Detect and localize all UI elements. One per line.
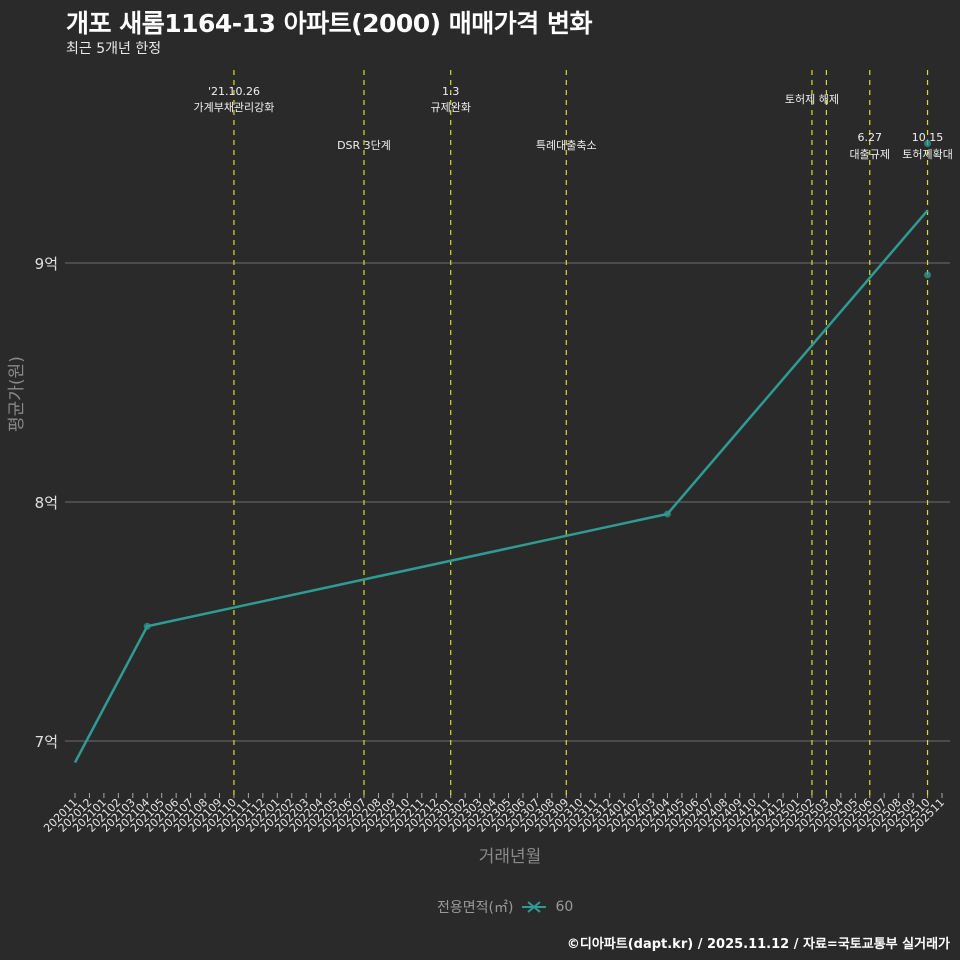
series-line-60 bbox=[73, 209, 929, 764]
event-label: 토허제 해제 bbox=[785, 92, 839, 106]
x-axis-label: 거래년월 bbox=[478, 847, 542, 867]
data-point bbox=[663, 510, 671, 518]
cross-line-icon bbox=[522, 901, 547, 913]
event-label: 대출규제 bbox=[850, 148, 890, 161]
event-date-label: 6.27 bbox=[858, 131, 883, 144]
event-label: 토허제확대 bbox=[902, 148, 953, 161]
event-date-label: '21.10.26 bbox=[208, 85, 260, 98]
event-label: 특례대출축소 bbox=[536, 139, 597, 152]
chart-subtitle: 최근 5개년 한정 bbox=[66, 41, 162, 57]
event-date-label: 1.3 bbox=[442, 85, 460, 98]
event-label: 규제완화 bbox=[430, 101, 470, 114]
y-tick-label: 7억 bbox=[35, 733, 58, 751]
y-tick-label: 9억 bbox=[35, 255, 58, 273]
data-point bbox=[924, 271, 932, 279]
event-label: 가계부채관리강화 bbox=[193, 101, 274, 114]
data-point bbox=[924, 140, 932, 147]
y-axis-label: 평균가(원) bbox=[7, 356, 27, 432]
footer-credit: ©디아파트(dapt.kr) / 2025.11.12 / 자료=국토교통부 실… bbox=[566, 937, 950, 952]
event-date-label: 10.15 bbox=[912, 131, 944, 144]
legend-item-60: 60 bbox=[555, 899, 574, 915]
data-point bbox=[143, 622, 151, 630]
legend: 전용면적(㎡) 60 bbox=[437, 897, 573, 917]
event-label: DSR 3단계 bbox=[337, 139, 391, 152]
y-tick-label: 8억 bbox=[35, 494, 58, 512]
legend-title: 전용면적(㎡) bbox=[437, 900, 514, 916]
chart-title: 개포 새롬1164-13 아파트(2000) 매매가격 변화 bbox=[66, 9, 593, 38]
